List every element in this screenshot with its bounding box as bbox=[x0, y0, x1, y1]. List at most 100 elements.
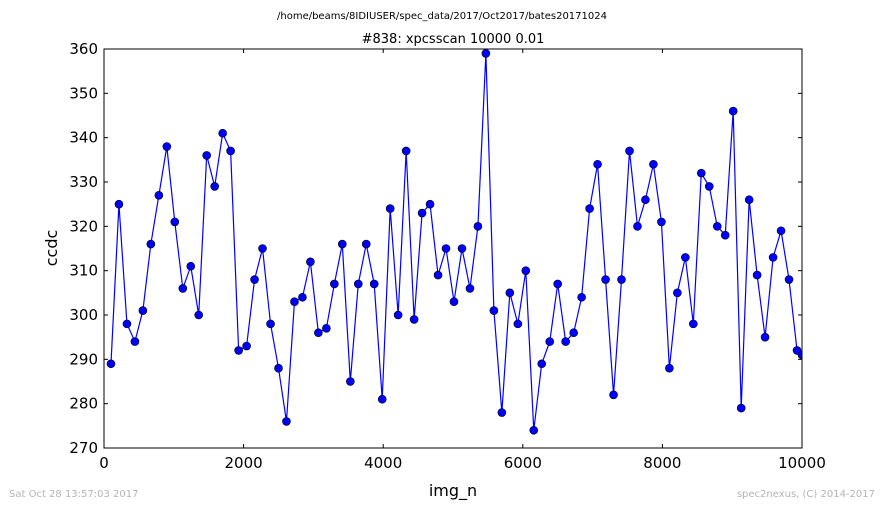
data-point bbox=[481, 49, 491, 58]
data-point bbox=[752, 270, 762, 280]
data-point bbox=[457, 244, 467, 253]
data-point bbox=[114, 199, 124, 209]
data-point bbox=[337, 239, 347, 249]
data-point bbox=[553, 279, 563, 289]
data-point bbox=[178, 284, 188, 293]
data-point bbox=[234, 346, 243, 355]
data-point bbox=[377, 394, 387, 404]
data-point bbox=[322, 323, 331, 333]
data-point bbox=[266, 319, 275, 329]
x-tick-label: 2000 bbox=[225, 454, 263, 472]
data-point bbox=[409, 315, 419, 324]
data-point bbox=[704, 182, 714, 191]
y-tick-label: 350 bbox=[69, 84, 98, 102]
data-point bbox=[665, 363, 674, 373]
series-line-0 bbox=[110, 53, 802, 431]
data-point bbox=[617, 275, 626, 284]
footer-timestamp: Sat Oct 28 13:57:03 2017 bbox=[9, 489, 139, 500]
data-point bbox=[465, 284, 475, 293]
data-point bbox=[633, 222, 642, 231]
data-point bbox=[609, 390, 618, 400]
data-point bbox=[170, 217, 180, 227]
data-point bbox=[657, 217, 666, 227]
data-point bbox=[497, 408, 507, 417]
data-point bbox=[401, 146, 411, 156]
data-point bbox=[689, 319, 698, 329]
chart-title: #838: xpcsscan 10000 0.01 bbox=[362, 32, 545, 47]
x-axis-label: img_n bbox=[429, 481, 477, 501]
data-point bbox=[194, 310, 204, 320]
y-tick-label: 360 bbox=[69, 40, 98, 58]
footer-credit: spec2nexus, (C) 2014-2017 bbox=[736, 489, 875, 500]
data-point bbox=[768, 253, 778, 262]
data-point bbox=[242, 341, 251, 351]
x-tick-label: 6000 bbox=[504, 454, 542, 472]
data-point bbox=[290, 297, 299, 307]
y-tick-label: 300 bbox=[69, 306, 98, 324]
data-point bbox=[385, 204, 395, 213]
data-point bbox=[577, 292, 586, 302]
data-point bbox=[393, 310, 403, 320]
chart-suptitle: /home/beams/8IDIUSER/spec_data/2017/Oct2… bbox=[277, 11, 607, 22]
data-point bbox=[425, 199, 435, 209]
data-point bbox=[649, 159, 658, 169]
data-point bbox=[736, 403, 746, 413]
data-point bbox=[625, 146, 634, 156]
data-point bbox=[258, 244, 267, 253]
data-point bbox=[154, 191, 164, 200]
data-point bbox=[744, 195, 754, 205]
data-point bbox=[696, 168, 706, 178]
data-point bbox=[226, 146, 235, 156]
data-point bbox=[282, 417, 291, 426]
data-point bbox=[593, 159, 602, 169]
data-point bbox=[417, 208, 427, 218]
axes-frame bbox=[103, 48, 803, 449]
x-tick-label: 8000 bbox=[643, 454, 681, 472]
data-group bbox=[106, 49, 802, 435]
data-point bbox=[776, 226, 786, 236]
data-point bbox=[569, 328, 578, 338]
data-point bbox=[330, 279, 339, 289]
y-tick-label: 290 bbox=[69, 350, 98, 368]
data-point bbox=[433, 270, 443, 280]
x-tick-label: 4000 bbox=[364, 454, 402, 472]
data-point bbox=[728, 106, 738, 116]
data-point bbox=[585, 204, 594, 213]
data-point bbox=[314, 328, 323, 338]
data-point bbox=[162, 142, 172, 151]
data-point bbox=[537, 359, 547, 369]
data-point bbox=[529, 425, 539, 435]
data-point bbox=[720, 230, 730, 240]
y-tick-label: 280 bbox=[69, 395, 98, 413]
data-point bbox=[760, 332, 770, 342]
data-point bbox=[473, 222, 483, 231]
data-point bbox=[146, 239, 156, 249]
data-point bbox=[274, 363, 283, 373]
plot-area: 0 2000 4000 6000 8000 10000 270 280 290 300 310 320… bbox=[69, 40, 826, 472]
y-tick-label: 320 bbox=[69, 217, 98, 235]
data-point bbox=[441, 244, 451, 253]
data-point bbox=[361, 239, 371, 249]
data-point bbox=[353, 279, 363, 289]
data-point bbox=[601, 275, 610, 284]
data-point bbox=[449, 297, 459, 307]
data-point bbox=[346, 377, 355, 386]
data-point bbox=[513, 319, 523, 329]
data-point bbox=[138, 306, 148, 315]
data-point bbox=[712, 222, 722, 231]
data-point bbox=[369, 279, 379, 289]
data-point bbox=[106, 359, 116, 369]
data-point bbox=[298, 292, 307, 302]
y-tick-label: 330 bbox=[69, 173, 98, 191]
data-point bbox=[186, 261, 196, 271]
data-point bbox=[545, 337, 555, 346]
data-point bbox=[202, 151, 211, 160]
data-point bbox=[561, 337, 570, 346]
data-point bbox=[784, 275, 794, 284]
data-point bbox=[306, 257, 315, 267]
data-point bbox=[122, 319, 132, 329]
data-point bbox=[130, 337, 140, 346]
y-tick-label: 340 bbox=[69, 129, 98, 147]
data-point bbox=[681, 253, 690, 262]
